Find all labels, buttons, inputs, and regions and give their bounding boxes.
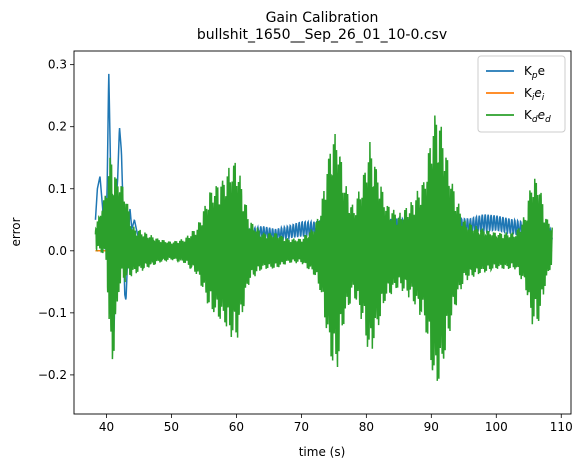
y-tick-label: 0.0 — [48, 244, 67, 258]
x-tick-label: 60 — [229, 420, 244, 434]
y-tick-label: 0.3 — [48, 58, 67, 72]
x-tick-label: 40 — [99, 420, 114, 434]
y-tick-label: 0.2 — [48, 120, 67, 134]
x-tick-label: 110 — [550, 420, 573, 434]
x-tick-label: 80 — [359, 420, 374, 434]
y-tick-label: −0.2 — [38, 368, 67, 382]
x-tick-label: 100 — [485, 420, 508, 434]
x-axis-label: time (s) — [299, 445, 346, 459]
x-tick-label: 70 — [294, 420, 309, 434]
y-tick-label: −0.1 — [38, 306, 67, 320]
chart-title: Gain Calibration — [266, 10, 379, 26]
x-tick-label: 50 — [164, 420, 179, 434]
y-axis-label: error — [9, 217, 23, 246]
y-tick-label: 0.1 — [48, 182, 67, 196]
legend-box — [478, 56, 565, 132]
chart-subtitle: bullshit_1650__Sep_26_01_10-0.csv — [197, 27, 447, 43]
x-tick-label: 90 — [424, 420, 439, 434]
